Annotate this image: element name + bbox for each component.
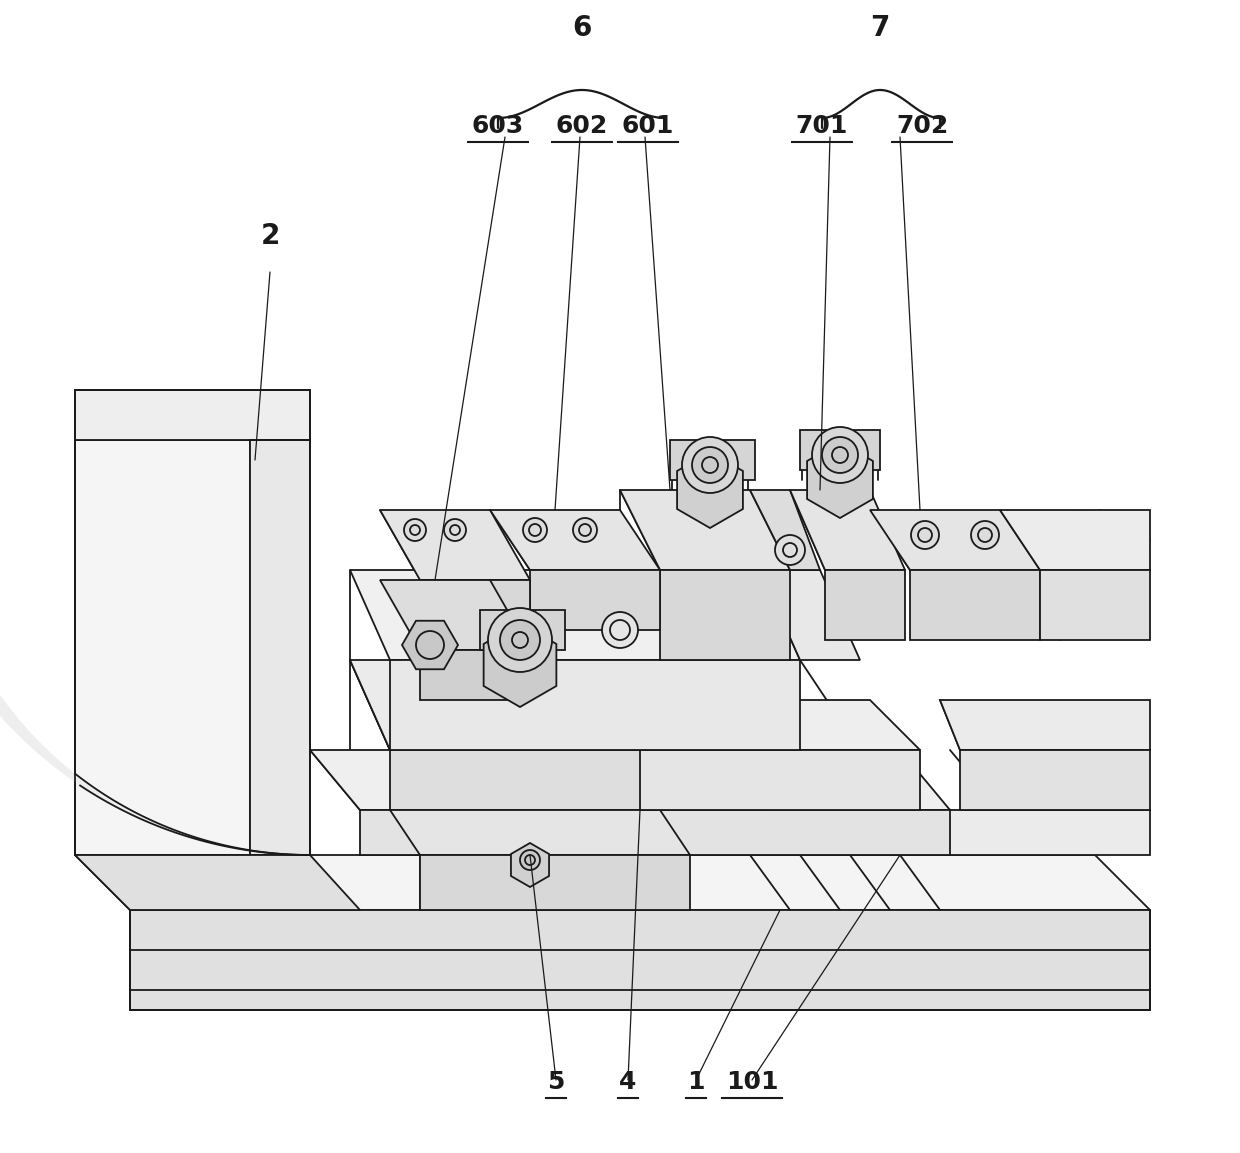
Circle shape	[692, 447, 728, 483]
Circle shape	[971, 521, 999, 549]
Text: 601: 601	[621, 114, 675, 138]
Polygon shape	[800, 430, 880, 470]
Polygon shape	[420, 856, 689, 910]
Polygon shape	[350, 660, 770, 749]
Polygon shape	[1040, 570, 1149, 640]
Circle shape	[404, 519, 427, 541]
Text: 602: 602	[556, 114, 608, 138]
Polygon shape	[490, 510, 660, 570]
Polygon shape	[677, 452, 743, 528]
Polygon shape	[529, 570, 660, 630]
Text: 2: 2	[260, 223, 280, 250]
Polygon shape	[807, 442, 873, 518]
Circle shape	[573, 518, 596, 542]
Polygon shape	[670, 440, 755, 480]
Circle shape	[489, 608, 552, 672]
Polygon shape	[402, 620, 458, 669]
Polygon shape	[870, 811, 1149, 856]
Polygon shape	[0, 440, 310, 856]
Text: 603: 603	[472, 114, 525, 138]
Polygon shape	[391, 660, 800, 749]
Polygon shape	[870, 510, 1040, 570]
Polygon shape	[790, 490, 905, 570]
Circle shape	[444, 519, 466, 541]
Polygon shape	[511, 843, 549, 887]
Polygon shape	[391, 811, 689, 856]
Polygon shape	[379, 510, 529, 580]
Circle shape	[682, 437, 738, 493]
Polygon shape	[760, 570, 861, 660]
Polygon shape	[825, 570, 905, 640]
Polygon shape	[130, 910, 1149, 1010]
Polygon shape	[74, 856, 360, 910]
Polygon shape	[960, 749, 1149, 811]
Text: 7: 7	[870, 14, 889, 42]
Polygon shape	[379, 580, 529, 650]
Polygon shape	[250, 440, 310, 856]
Text: 5: 5	[547, 1070, 564, 1094]
Polygon shape	[74, 390, 310, 440]
Polygon shape	[999, 510, 1149, 570]
Text: 101: 101	[725, 1070, 779, 1094]
Polygon shape	[420, 650, 529, 700]
Circle shape	[911, 521, 939, 549]
Polygon shape	[484, 623, 557, 707]
Polygon shape	[74, 440, 250, 856]
Polygon shape	[420, 580, 529, 650]
Circle shape	[520, 850, 539, 871]
Polygon shape	[940, 700, 1149, 749]
Text: 6: 6	[573, 14, 591, 42]
Circle shape	[775, 535, 805, 565]
Polygon shape	[620, 490, 790, 570]
Polygon shape	[350, 570, 800, 660]
Polygon shape	[480, 610, 565, 650]
Polygon shape	[600, 700, 920, 749]
Polygon shape	[360, 811, 950, 856]
Text: 4: 4	[619, 1070, 636, 1094]
Polygon shape	[750, 490, 820, 570]
Polygon shape	[310, 749, 950, 811]
Circle shape	[500, 620, 539, 660]
Text: 1: 1	[687, 1070, 704, 1094]
Circle shape	[812, 427, 868, 483]
Circle shape	[601, 612, 639, 648]
Polygon shape	[74, 856, 1149, 910]
Polygon shape	[910, 570, 1040, 640]
Circle shape	[523, 518, 547, 542]
Polygon shape	[391, 749, 770, 811]
Text: 702: 702	[895, 114, 949, 138]
Polygon shape	[660, 570, 790, 660]
Text: 701: 701	[796, 114, 848, 138]
Circle shape	[822, 437, 858, 473]
Polygon shape	[640, 749, 920, 811]
